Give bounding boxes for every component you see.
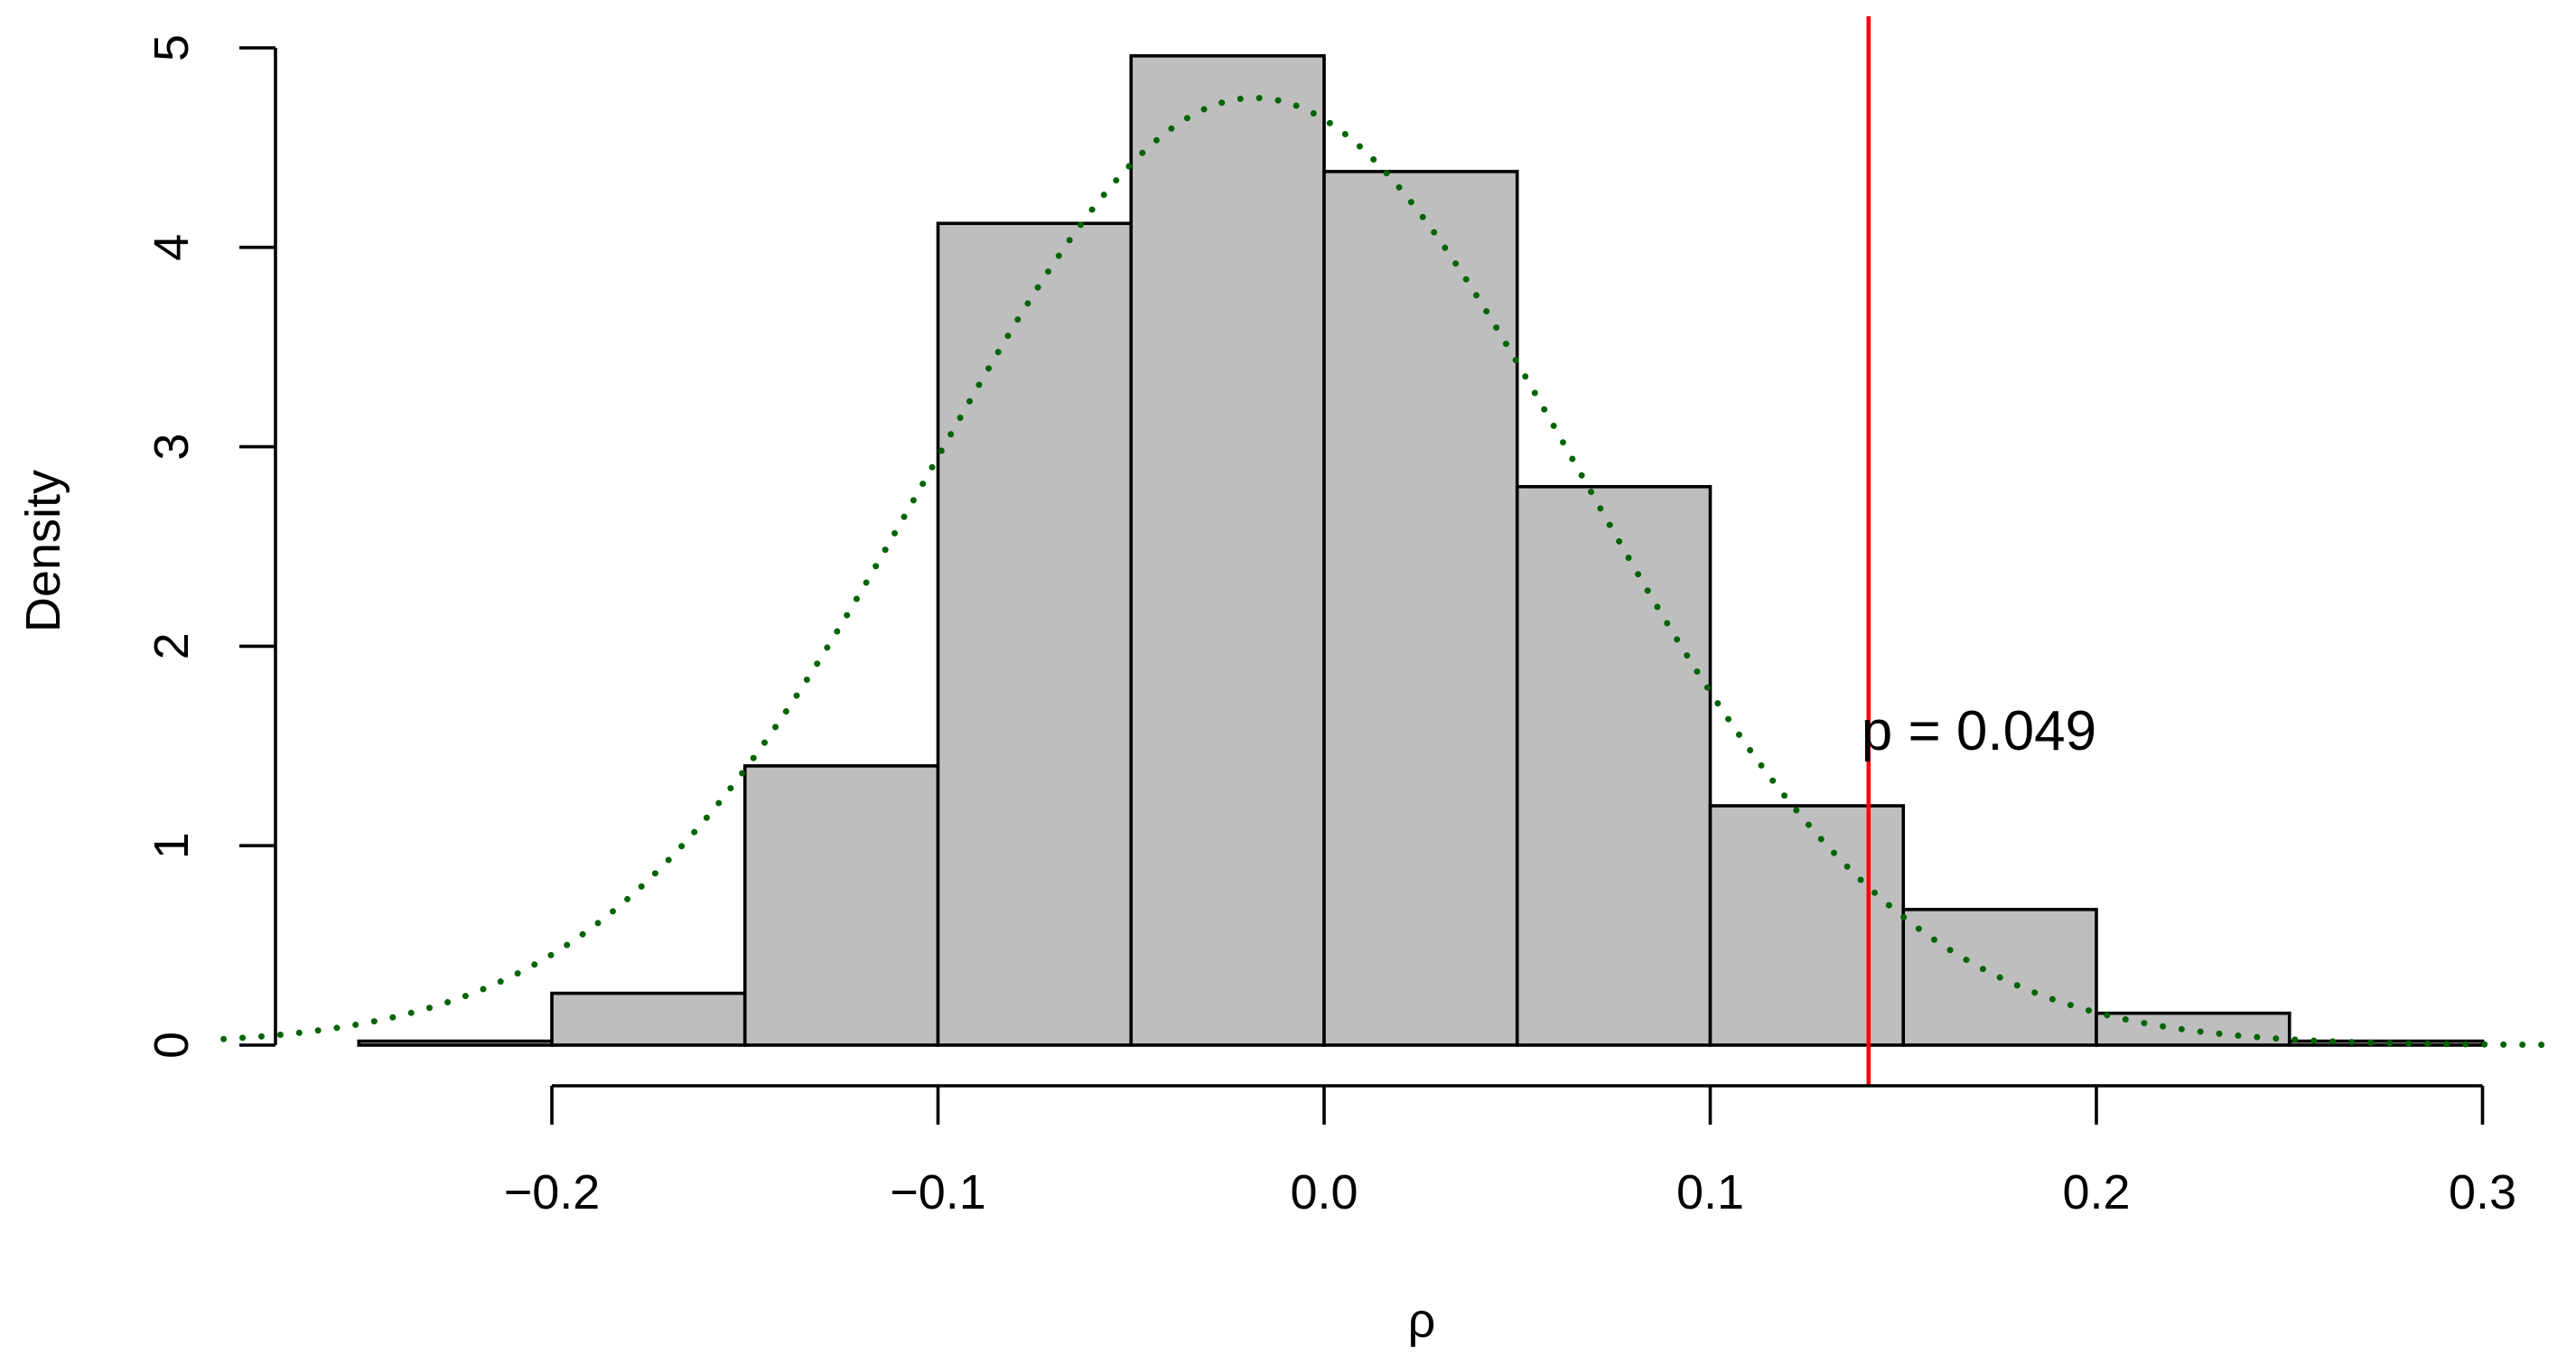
- histogram-bar-1: [550, 991, 747, 1047]
- annotation-p-value: p = 0.049: [1862, 700, 2096, 762]
- y-axis-title: Density: [16, 470, 70, 632]
- histogram-bar-4: [1129, 54, 1326, 1047]
- y-tick-label-0: 0: [145, 1032, 199, 1059]
- labels-layer: 0 1 2 3 4 5 −0.2 −0.1 0.0 0.1 0.2 0.3 ρ Density p = 0.…: [16, 34, 2516, 1348]
- density-curve: [220, 94, 2563, 1049]
- histogram-bar-5: [1322, 170, 1519, 1047]
- histogram-bar-7: [1708, 804, 1906, 1047]
- histogram-bar-2: [742, 764, 940, 1047]
- x-axis-title: ρ: [1408, 1294, 1436, 1348]
- y-tick-label-3: 3: [145, 434, 199, 461]
- histogram-bar-3: [936, 221, 1134, 1047]
- histogram-bar-10: [2287, 1039, 2485, 1047]
- histogram-bar-6: [1515, 484, 1713, 1047]
- x-tick-label-0: −0.2: [504, 1165, 601, 1219]
- y-tick-label-1: 1: [145, 832, 199, 859]
- x-tick-label-3: 0.1: [1676, 1165, 1744, 1219]
- bars-layer: [357, 54, 2485, 1047]
- x-tick-label-5: 0.3: [2449, 1165, 2516, 1219]
- y-tick-label-4: 4: [145, 234, 199, 261]
- density-curve-layer: [220, 94, 2563, 1049]
- y-tick-label-5: 5: [145, 34, 199, 61]
- histogram-bar-0: [357, 1039, 554, 1047]
- x-tick-label-2: 0.0: [1290, 1165, 1358, 1219]
- axes-layer: [239, 46, 2485, 1125]
- x-tick-label-1: −0.1: [890, 1165, 986, 1219]
- x-tick-label-4: 0.2: [2062, 1165, 2130, 1219]
- y-tick-label-2: 2: [145, 632, 199, 659]
